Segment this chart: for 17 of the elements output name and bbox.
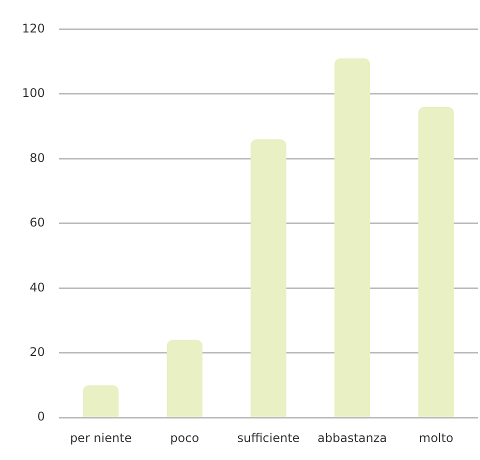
bar bbox=[334, 58, 370, 417]
x-tick-label: sufficiente bbox=[237, 430, 300, 445]
y-tick-label: 60 bbox=[30, 216, 45, 230]
bar bbox=[166, 340, 202, 417]
y-tick-label: 40 bbox=[30, 280, 45, 294]
bar bbox=[418, 106, 454, 417]
y-tick-label: 20 bbox=[30, 344, 45, 359]
x-tick-label: per niente bbox=[70, 430, 132, 445]
y-tick-label: 80 bbox=[30, 150, 45, 165]
x-tick-label: poco bbox=[170, 430, 200, 445]
y-tick-label: 0 bbox=[37, 410, 45, 424]
x-tick-label: molto bbox=[418, 430, 454, 445]
y-tick-label: 120 bbox=[22, 21, 45, 36]
y-tick-label: 100 bbox=[22, 86, 45, 100]
bar bbox=[250, 139, 286, 417]
bar bbox=[83, 385, 119, 417]
x-tick-label: abbastanza bbox=[318, 430, 388, 445]
